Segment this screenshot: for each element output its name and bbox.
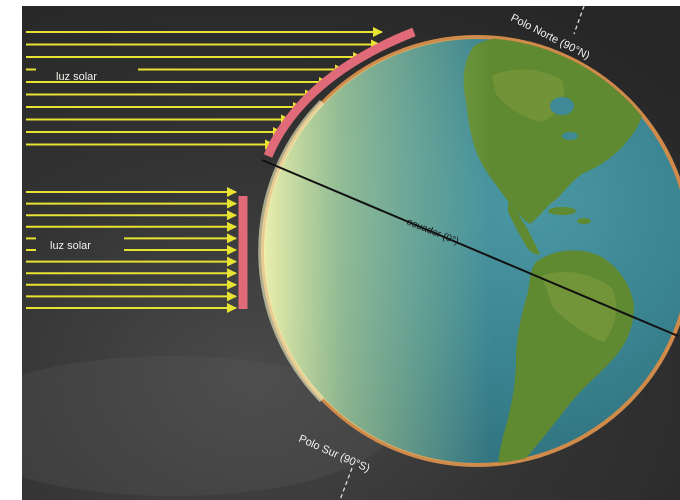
sunlight-diagram: luz solar luz solar Polo Norte (90°N) Po…: [22, 6, 680, 500]
sunlight-label-upper: luz solar: [56, 71, 97, 83]
terrain-highlight: [542, 272, 617, 342]
sun-rays-upper: [26, 27, 383, 150]
terrain-highlight: [492, 69, 564, 122]
space-haze: [22, 356, 392, 496]
caribbean-island: [548, 207, 576, 215]
diagram-frame: luz solar luz solar Polo Norte (90°N) Po…: [22, 6, 680, 500]
lit-limb: [258, 99, 325, 403]
south-axis-line: [339, 467, 353, 500]
central-america-landmass: [508, 202, 540, 255]
equator-line: [261, 159, 679, 337]
energy-band-upper: [263, 27, 416, 158]
great-lakes: [562, 132, 578, 140]
hudson-bay: [550, 97, 574, 115]
sunlight-label-lower: luz solar: [50, 240, 91, 252]
caribbean-island: [577, 218, 591, 224]
north-axis-line: [573, 6, 585, 35]
sun-rays-lower: [26, 187, 237, 313]
